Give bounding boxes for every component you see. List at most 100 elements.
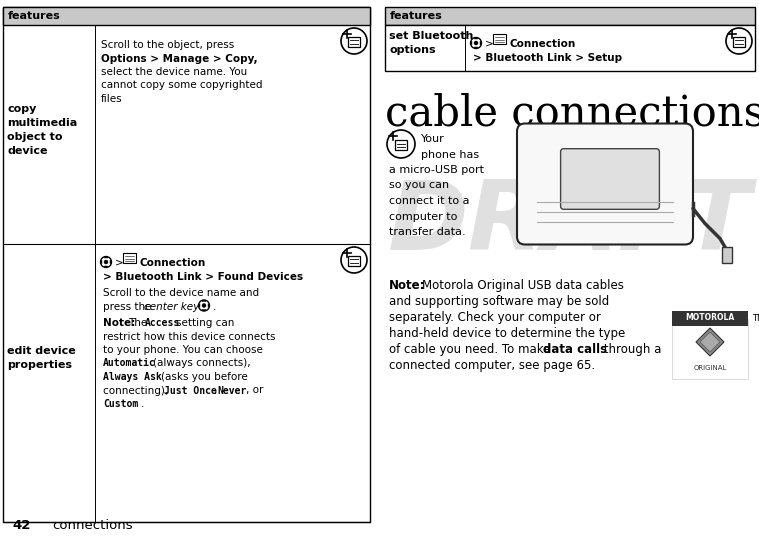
Text: features: features [8,11,61,21]
Circle shape [471,38,481,48]
Text: Custom: Custom [103,399,138,409]
Text: and supporting software may be sold: and supporting software may be sold [389,295,609,308]
Text: center key: center key [144,301,200,312]
Polygon shape [110,260,112,264]
Text: ,: , [213,386,216,395]
Text: Never: Never [217,386,247,395]
Text: connecting),: connecting), [103,386,172,395]
Text: cable connections: cable connections [385,92,759,134]
Text: Scroll to the object, press: Scroll to the object, press [101,40,235,50]
Text: phone has: phone has [421,150,479,159]
Polygon shape [696,328,724,356]
Text: MOTOROLA: MOTOROLA [685,313,735,323]
Circle shape [202,304,206,307]
Polygon shape [104,256,108,258]
Text: cannot copy some copyrighted: cannot copy some copyrighted [101,81,263,90]
Text: .: . [213,301,216,312]
Text: a micro-USB port: a micro-USB port [389,165,484,175]
Text: The: The [128,318,150,328]
Text: copy
multimedia
object to
device: copy multimedia object to device [7,103,77,156]
Text: setting can: setting can [176,318,235,328]
Polygon shape [104,266,108,268]
Text: Note:: Note: [389,279,426,292]
Circle shape [100,257,112,268]
Text: Connection: Connection [509,39,575,49]
Circle shape [341,247,367,273]
Circle shape [474,41,478,45]
Circle shape [341,28,367,54]
Text: DRAFT: DRAFT [29,224,341,305]
Text: Note:: Note: [103,318,135,328]
Text: computer to: computer to [389,212,458,221]
Text: features: features [390,11,442,21]
Text: ORIGINAL: ORIGINAL [693,365,726,371]
Polygon shape [700,332,720,352]
Bar [395,140,408,150]
Text: > Bluetooth Link > Found Devices: > Bluetooth Link > Found Devices [103,271,303,281]
Text: transfer data.: transfer data. [389,227,465,237]
Text: DRAFT: DRAFT [388,177,752,270]
Polygon shape [208,304,209,307]
Bar [3,7,370,522]
Text: so you can: so you can [389,181,449,190]
Polygon shape [202,310,206,311]
Text: Options > Manage > Copy,: Options > Manage > Copy, [101,53,257,64]
Text: 42: 42 [12,519,30,532]
Polygon shape [480,41,482,45]
Bar [3,7,370,25]
Text: restrict how this device connects: restrict how this device connects [103,331,276,342]
FancyBboxPatch shape [561,149,660,209]
Text: Motorola Original USB data cables: Motorola Original USB data cables [422,279,624,292]
Polygon shape [202,300,206,301]
Text: connect it to a: connect it to a [389,196,470,206]
Polygon shape [100,260,102,264]
Text: (always connects),: (always connects), [153,358,250,368]
Bar [722,246,732,263]
Text: Scroll to the device name and: Scroll to the device name and [103,288,259,298]
Bar [493,34,506,44]
Text: Connection: Connection [139,258,205,268]
Text: Always Ask: Always Ask [103,372,162,382]
Bar [123,253,136,263]
Text: connected computer, see page 65.: connected computer, see page 65. [389,359,595,372]
Text: set Bluetooth
options: set Bluetooth options [389,31,474,55]
Text: , or: , or [246,386,263,395]
Bar [733,37,745,47]
Text: .: . [141,399,144,409]
FancyBboxPatch shape [517,123,693,244]
Circle shape [104,260,108,264]
Text: Automatic: Automatic [103,358,156,368]
Text: > Bluetooth Link > Setup: > Bluetooth Link > Setup [473,53,622,63]
Text: Your: Your [421,134,445,144]
Text: of cable you need. To make: of cable you need. To make [389,343,554,356]
Text: press the: press the [103,301,155,312]
Text: TM: TM [752,314,759,323]
Text: data calls: data calls [543,343,607,356]
Text: >: > [485,39,497,49]
Text: (asks you before: (asks you before [161,372,247,382]
Bar [672,319,748,379]
Polygon shape [474,47,478,48]
Polygon shape [474,38,478,39]
Text: select the device name. You: select the device name. You [101,67,247,77]
Text: hand-held device to determine the type: hand-held device to determine the type [389,327,625,340]
Text: through a: through a [600,343,661,356]
Text: separately. Check your computer or: separately. Check your computer or [389,311,601,324]
Text: Access: Access [145,318,180,328]
Polygon shape [471,41,472,45]
Circle shape [199,300,209,311]
Text: edit device
properties: edit device properties [7,346,76,370]
Circle shape [387,130,415,158]
Bar [348,256,360,266]
Bar [385,25,755,71]
Text: connections: connections [52,519,133,532]
Polygon shape [198,304,200,307]
Text: >: > [115,258,127,268]
Bar [672,311,748,326]
Bar [385,7,755,25]
Text: to your phone. You can choose: to your phone. You can choose [103,345,263,355]
Text: Just Once: Just Once [164,386,217,395]
Circle shape [726,28,752,54]
Bar [348,37,360,47]
Text: files: files [101,94,123,104]
